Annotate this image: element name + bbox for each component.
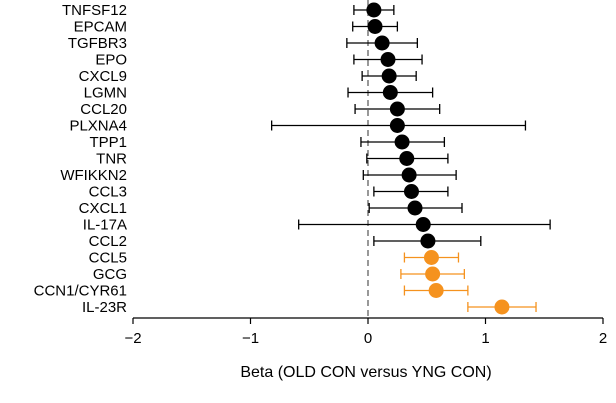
data-point [389, 118, 405, 133]
data-point [382, 85, 398, 100]
data-point [399, 151, 415, 166]
category-label: LGMN [84, 85, 127, 102]
data-point [389, 101, 405, 117]
category-label: CCN1/CYR61 [34, 283, 127, 300]
data-point [494, 299, 510, 315]
data-point [366, 2, 382, 18]
category-label: TNFSF12 [62, 2, 127, 19]
x-tick-label: 2 [599, 330, 607, 347]
x-axis: −2 −1 0 1 2 [124, 317, 607, 347]
data-point [394, 134, 410, 150]
data-point [420, 233, 436, 249]
category-label: WFIKKN2 [60, 167, 127, 184]
category-label: CXCL1 [79, 200, 127, 217]
category-label: CCL5 [89, 250, 127, 267]
category-label: EPO [95, 52, 127, 69]
data-point [403, 184, 419, 199]
category-label: CCL3 [89, 184, 127, 201]
x-tick-label: −1 [242, 330, 259, 347]
category-label: EPCAM [74, 19, 127, 36]
data-point [423, 250, 439, 265]
category-label: CXCL9 [79, 68, 127, 85]
category-label: TGFBR3 [68, 35, 127, 52]
category-labels: TNFSF12EPCAMTGFBR3EPOCXCL9LGMNCCL20PLXNA… [34, 2, 128, 316]
category-label: CCL20 [80, 101, 127, 118]
category-label: GCG [93, 266, 127, 283]
data-point [401, 167, 417, 183]
data-point [380, 52, 396, 67]
category-label: IL-23R [82, 299, 127, 316]
x-tick-label: −2 [124, 330, 141, 347]
data-points [366, 2, 510, 315]
category-label: IL-17A [83, 217, 127, 234]
category-label: TPP1 [89, 134, 127, 151]
data-point [425, 266, 441, 282]
data-point [407, 200, 423, 216]
x-tick-label: 0 [364, 330, 372, 347]
x-tick-label: 1 [481, 330, 489, 347]
data-point [367, 19, 383, 34]
category-label: PLXNA4 [69, 118, 127, 135]
data-point [381, 68, 397, 84]
category-label: TNR [96, 151, 127, 168]
data-point [415, 217, 431, 232]
category-label: CCL2 [89, 233, 127, 250]
x-axis-title: Beta (OLD CON versus YNG CON) [240, 364, 491, 381]
data-point [428, 283, 444, 298]
data-point [374, 35, 390, 51]
